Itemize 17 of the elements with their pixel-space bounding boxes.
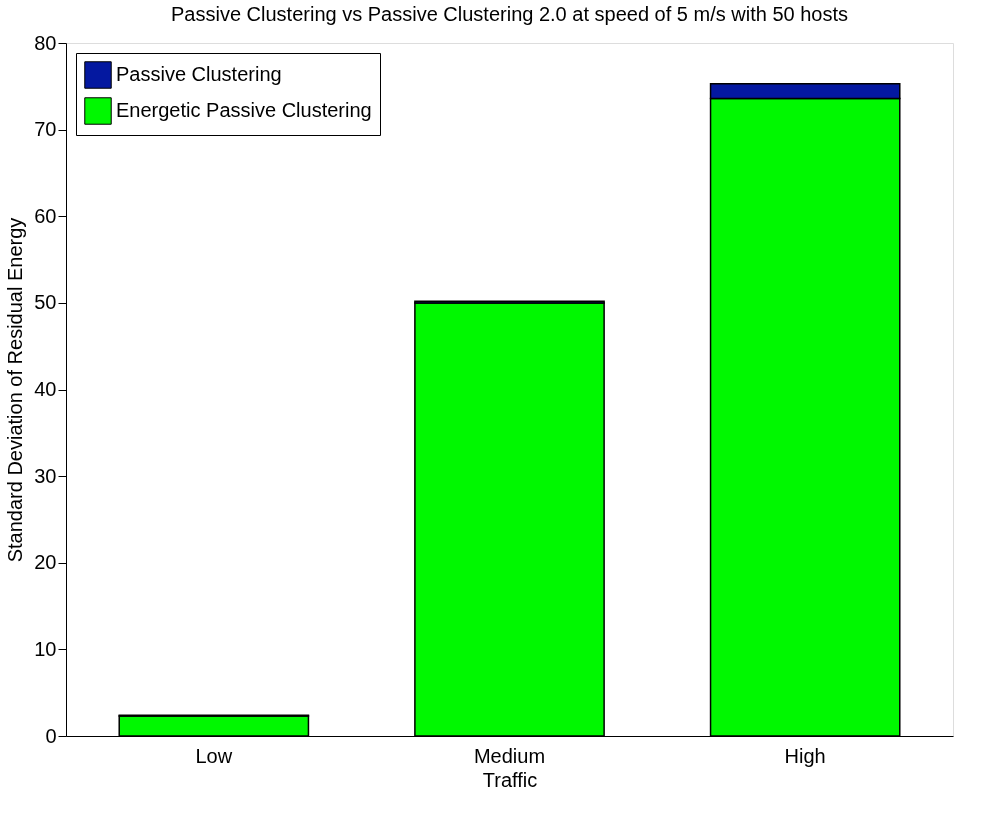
- x-axis-title: Traffic: [482, 768, 538, 791]
- chart-title: Passive Clustering vs Passive Clustering 2.0 at speed of 5 m/s with 50 hosts: [171, 3, 848, 25]
- y-tick-label: 50: [34, 291, 57, 314]
- y-tick-label: 60: [34, 204, 57, 227]
- y-tick-label: 30: [34, 464, 57, 487]
- y-tick-label: 40: [34, 378, 57, 400]
- legend-label: Energetic Passive Clustering: [116, 99, 372, 121]
- x-tick-label: Medium: [473, 744, 546, 767]
- y-tick-label: 0: [45, 724, 57, 747]
- y-tick-label: 20: [34, 551, 57, 574]
- y-tick-label: 80: [34, 31, 57, 54]
- y-tick-label: 70: [34, 118, 57, 141]
- x-tick-label: Low: [195, 744, 233, 767]
- y-axis-title: Standard Deviation of Residual Energy: [4, 217, 27, 563]
- x-tick-label: High: [784, 744, 826, 767]
- legend-label: Passive Clustering: [116, 63, 282, 85]
- y-tick-label: 10: [34, 637, 57, 660]
